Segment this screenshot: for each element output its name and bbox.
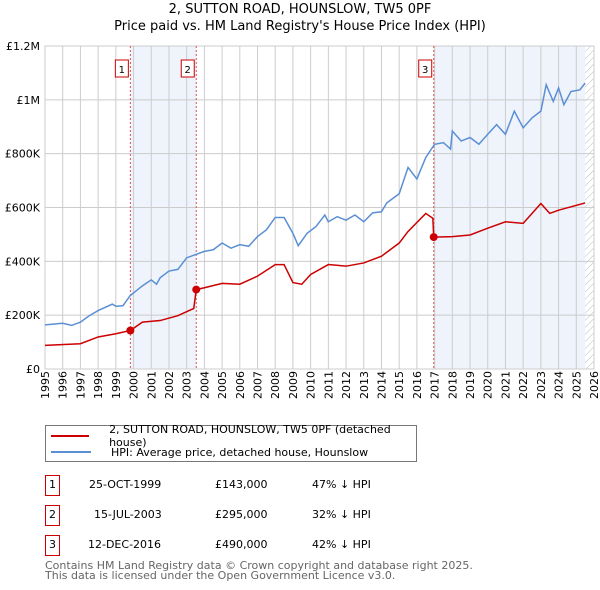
x-tick-label: 2012: [340, 371, 353, 399]
x-tick-label: 1996: [57, 371, 70, 399]
sale-marker-label: 3: [422, 65, 428, 76]
x-tick-label: 2003: [181, 371, 194, 399]
sale-row: 2 15-JUL-2003 £295,000 32% ↓ HPI: [45, 505, 445, 526]
legend: 2, SUTTON ROAD, HOUNSLOW, TW5 0PF (detac…: [45, 423, 417, 462]
x-tick-label: 2018: [446, 371, 459, 399]
legend-swatch-blue: [51, 451, 91, 453]
sale-price: £143,000: [215, 478, 268, 491]
sale-date: 12-DEC-2016: [88, 538, 162, 551]
x-tick-label: 2008: [269, 371, 282, 399]
footer-copyright: Contains HM Land Registry data © Crown c…: [45, 559, 473, 572]
y-tick-label: £0: [26, 363, 40, 376]
sale-marker-box: [180, 59, 195, 78]
x-tick-label: 2014: [375, 371, 388, 399]
sale-price: £295,000: [215, 508, 268, 521]
sale-marker-label: 2: [185, 65, 191, 76]
x-tick-label: 2007: [252, 371, 265, 399]
y-tick-label: £800K: [5, 148, 41, 161]
x-tick-label: 2016: [411, 371, 424, 399]
x-tick-label: 2021: [499, 371, 512, 399]
sale-hpi: 32% ↓ HPI: [312, 508, 371, 521]
sale-number: 3: [45, 535, 60, 556]
x-tick-label: 2022: [517, 371, 530, 399]
series-line: [44, 202, 586, 347]
sale-date: 25-OCT-1999: [89, 478, 162, 491]
x-tick-label: 2000: [128, 371, 141, 399]
sale-hpi: 42% ↓ HPI: [312, 538, 371, 551]
legend-item-hpi: HPI: Average price, detached house, Houn…: [46, 444, 368, 460]
x-tick-label: 2005: [216, 371, 229, 399]
x-tick-label: 2026: [588, 371, 600, 399]
series-line: [44, 82, 586, 327]
legend-label: HPI: Average price, detached house, Houn…: [111, 445, 369, 459]
x-tick-label: 2025: [570, 371, 583, 399]
sale-point: [192, 285, 201, 294]
x-tick-label: 2023: [535, 371, 548, 399]
y-tick-label: £600K: [5, 202, 41, 215]
sale-number: 2: [45, 505, 60, 526]
plot-frame: [44, 45, 595, 370]
legend-label: 2, SUTTON ROAD, HOUNSLOW, TW5 0PF (detac…: [109, 423, 391, 449]
sale-marker-box: [114, 59, 129, 78]
x-tick-label: 2019: [464, 371, 477, 399]
chart-title: 2, SUTTON ROAD, HOUNSLOW, TW5 0PF: [168, 2, 432, 17]
x-tick-label: 2011: [322, 371, 335, 399]
sale-marker-label: 1: [119, 65, 125, 76]
x-tick-label: 1999: [110, 371, 123, 399]
sale-point: [429, 233, 438, 242]
sale-row: 1 25-OCT-1999 £143,000 47% ↓ HPI: [45, 475, 445, 496]
x-tick-label: 2006: [234, 371, 247, 399]
x-tick-label: 1997: [74, 371, 87, 399]
y-tick-label: £400K: [5, 255, 41, 268]
x-tick-label: 2009: [287, 371, 300, 399]
sale-marker-box: [418, 59, 433, 78]
y-tick-label: £200K: [5, 309, 41, 322]
x-tick-label: 2002: [163, 371, 176, 399]
x-tick-label: 2001: [145, 371, 158, 399]
footer-licence: This data is licensed under the Open Gov…: [45, 569, 396, 582]
chart-subtitle: Price paid vs. HM Land Registry's House …: [114, 19, 486, 34]
legend-item-property: 2, SUTTON ROAD, HOUNSLOW, TW5 0PF (detac…: [46, 423, 416, 449]
x-tick-label: 2020: [482, 371, 495, 399]
y-tick-label: £1.2M: [6, 40, 40, 53]
x-tick-label: 2004: [198, 371, 211, 399]
x-tick-label: 2013: [358, 371, 371, 399]
sale-number: 1: [45, 475, 60, 496]
x-tick-label: 2017: [429, 371, 442, 399]
y-tick-label: £1M: [17, 94, 41, 107]
x-tick-label: 2024: [553, 371, 566, 399]
price-chart: 1995 1996 1997 1998 1999 2000 2001 2002 2003 2004…: [5, 40, 600, 399]
legend-swatch-red: [51, 435, 90, 437]
x-tick-label: 1995: [39, 371, 52, 399]
sale-row: 3 12-DEC-2016 £490,000 42% ↓ HPI: [45, 535, 445, 556]
x-tick-label: 2015: [393, 371, 406, 399]
sale-price: £490,000: [215, 538, 268, 551]
sale-date: 15-JUL-2003: [94, 508, 162, 521]
x-tick-label: 2010: [305, 371, 318, 399]
footer: Contains HM Land Registry data © Crown c…: [45, 559, 473, 582]
sale-point: [126, 326, 135, 335]
sale-hpi: 47% ↓ HPI: [312, 478, 371, 491]
x-tick-label: 1998: [92, 371, 105, 399]
